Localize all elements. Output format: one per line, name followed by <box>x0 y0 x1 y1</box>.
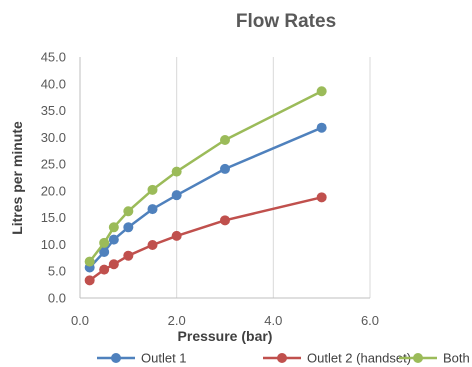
x-tick-label: 0.0 <box>71 313 89 328</box>
data-point <box>220 163 230 174</box>
x-tick-label: 2.0 <box>168 313 186 328</box>
y-tick-label: 25.0 <box>41 157 66 172</box>
grid-lines <box>176 57 371 298</box>
legend-label: Outlet 2 (handset) <box>307 351 411 366</box>
y-tick-label: 15.0 <box>41 210 66 225</box>
series-both <box>84 86 327 267</box>
data-point <box>108 259 119 270</box>
data-point <box>316 122 327 133</box>
data-point <box>316 86 327 97</box>
legend-marker <box>111 353 121 363</box>
data-point <box>316 192 327 203</box>
data-point <box>108 234 119 245</box>
legend-label: Both <box>443 351 470 366</box>
legend: Outlet 1 Outlet 2 (handset) Both <box>97 351 470 366</box>
data-point <box>99 264 110 275</box>
series-line <box>88 126 323 269</box>
data-point <box>220 135 230 146</box>
x-axis-title: Pressure (bar) <box>178 328 273 344</box>
legend-label: Outlet 1 <box>141 351 187 366</box>
y-tick-label: 20.0 <box>41 183 66 198</box>
y-tick-labels: 0.0 5.0 10.0 15.0 20.0 25.0 30.0 35.0 40.0 45.0 <box>41 50 66 306</box>
y-tick-label: 35.0 <box>41 103 66 118</box>
y-tick-label: 5.0 <box>48 264 66 279</box>
y-axis-title: Litres per minute <box>9 121 25 235</box>
legend-marker <box>413 353 423 363</box>
chart-title: Flow Rates <box>236 11 336 32</box>
x-tick-label: 6.0 <box>361 313 379 328</box>
x-tick-labels: 0.0 2.0 4.0 6.0 <box>71 313 379 328</box>
x-tick-label: 4.0 <box>264 313 282 328</box>
series-outlet-1 <box>84 122 327 273</box>
data-point <box>99 246 110 257</box>
data-point <box>147 184 158 195</box>
legend-item: Outlet 1 <box>97 351 187 366</box>
data-point <box>171 190 182 201</box>
data-point <box>220 215 230 226</box>
legend-item: Outlet 2 (handset) <box>263 351 411 366</box>
data-point <box>123 250 134 261</box>
series-line <box>88 90 323 263</box>
data-point <box>108 222 119 233</box>
data-point <box>84 275 95 286</box>
legend-item: Both <box>399 351 470 366</box>
series-outlet-2-handset <box>84 192 327 286</box>
series-group <box>84 86 327 286</box>
data-point <box>171 166 182 177</box>
data-point <box>99 237 110 248</box>
data-point <box>123 222 134 233</box>
data-point <box>123 206 134 217</box>
y-tick-label: 10.0 <box>41 237 66 252</box>
data-point <box>147 239 158 250</box>
y-tick-label: 40.0 <box>41 76 66 91</box>
y-tick-label: 45.0 <box>41 50 66 65</box>
y-tick-label: 30.0 <box>41 130 66 145</box>
data-point <box>84 256 95 267</box>
axes <box>79 57 370 299</box>
data-point <box>147 204 158 215</box>
legend-marker <box>277 353 287 363</box>
y-tick-label: 0.0 <box>48 291 66 306</box>
data-point <box>171 230 182 241</box>
